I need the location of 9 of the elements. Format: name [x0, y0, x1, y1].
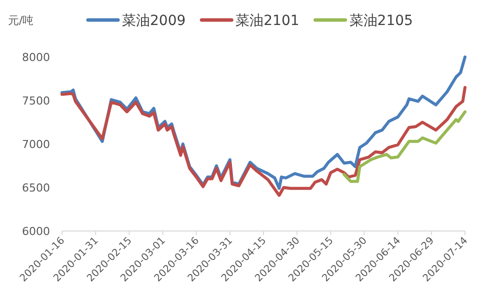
y-tick-label: 6000	[22, 225, 50, 238]
y-tick-label: 8000	[22, 51, 50, 64]
y-axis-title: 元/吨	[8, 14, 34, 27]
y-tick-label: 7000	[22, 138, 50, 151]
y-tick-label: 7500	[22, 94, 50, 108]
y-tick-label: 6500	[22, 182, 50, 194]
legend-label: 菜油2105	[349, 13, 413, 29]
legend-label: 菜油2101	[236, 13, 300, 29]
legend-label: 菜油2009	[122, 13, 186, 29]
